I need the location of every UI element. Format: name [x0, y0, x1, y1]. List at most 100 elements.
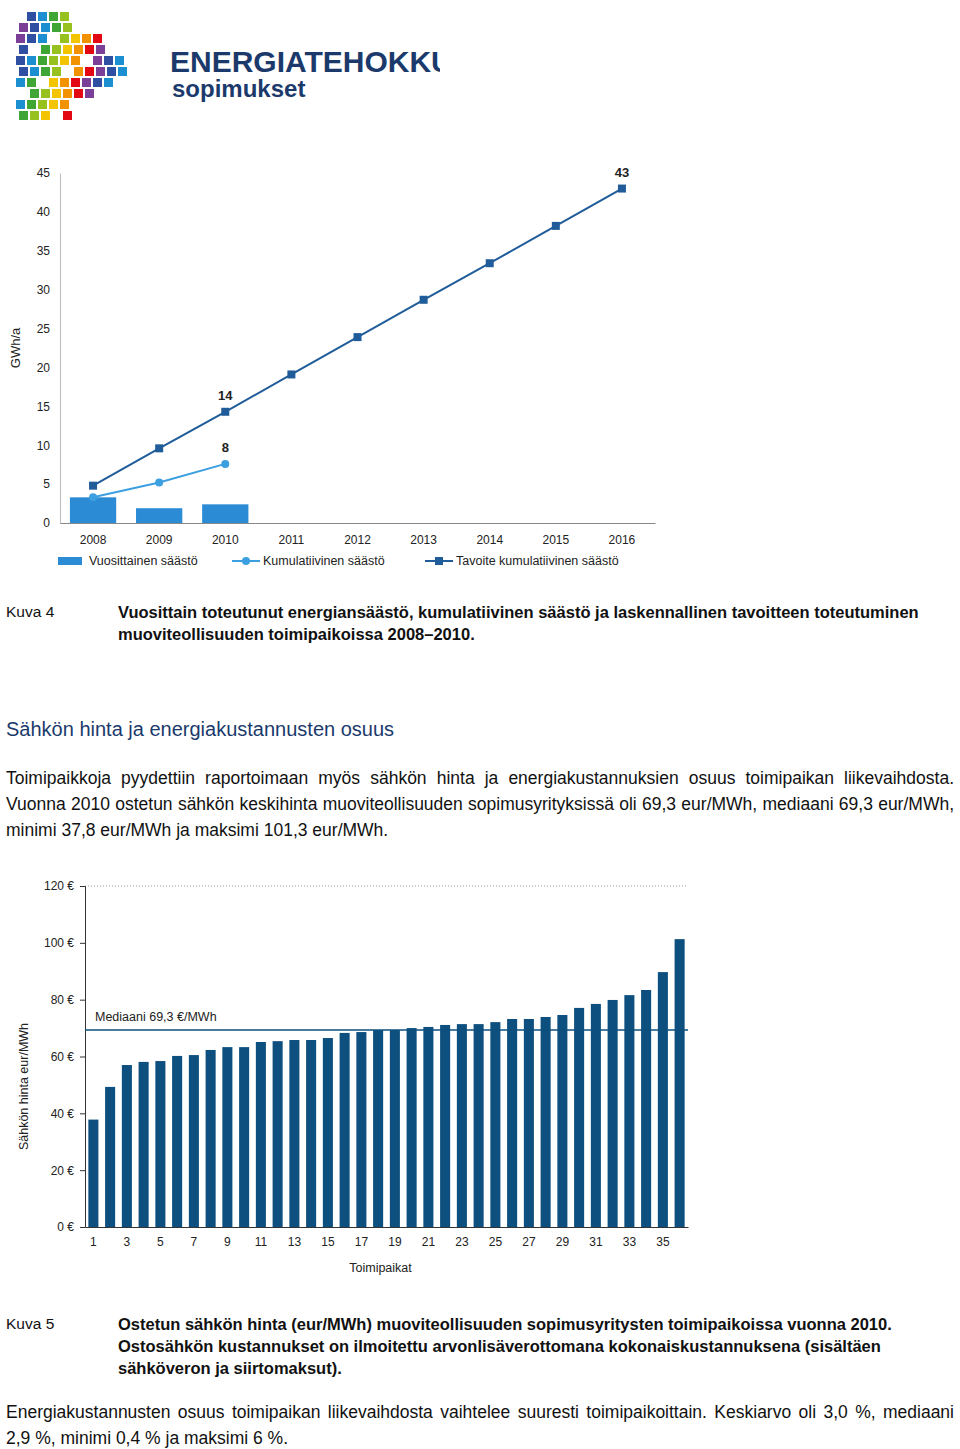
- marker: [221, 460, 229, 468]
- tick-label: 0 €: [57, 1220, 74, 1234]
- axis-line: [61, 523, 656, 524]
- tick-label: 100 €: [44, 936, 74, 950]
- logo-tile: [38, 34, 47, 43]
- legend-swatch: [435, 557, 443, 565]
- bar: [239, 1047, 249, 1227]
- logo-tile: [27, 12, 36, 21]
- caption: Vuosittain toteutunut energiansäästö, ku…: [118, 601, 938, 645]
- tick: 3: [124, 1227, 131, 1249]
- logo-tile: [74, 67, 83, 76]
- tick: 2009: [146, 523, 173, 547]
- logo-tile: [85, 89, 94, 98]
- bar: [407, 1028, 417, 1227]
- bar: [189, 1055, 199, 1227]
- marker: [486, 259, 494, 267]
- paragraph: Toimipaikkoja pyydettiin raportoimaan my…: [6, 765, 954, 843]
- tick-label: 35: [37, 244, 51, 258]
- tick-label: 13: [288, 1235, 302, 1249]
- bar: [474, 1024, 484, 1227]
- marker: [354, 333, 362, 341]
- logo-tile: [93, 34, 102, 43]
- tick-mark: [80, 1057, 85, 1058]
- tick: 9: [224, 1227, 231, 1249]
- annotation: Mediaani 69,3 €/MWh: [95, 1010, 217, 1024]
- tick-label: 2014: [476, 533, 503, 547]
- tick-label: 17: [355, 1235, 369, 1249]
- bar: [155, 1061, 165, 1227]
- bar: [641, 990, 651, 1227]
- logo-tile: [16, 78, 25, 87]
- tick-label: 30: [37, 283, 51, 297]
- chart: 0 €20 €40 €60 €80 €100 €120 €Sähkön hint…: [0, 870, 960, 1290]
- plot-area: [70, 185, 626, 523]
- tick-label: 9: [224, 1235, 231, 1249]
- caption-label: Kuva 5: [6, 1315, 54, 1333]
- logo-tile: [60, 12, 69, 21]
- logo-tile: [19, 67, 28, 76]
- logo-tile: [38, 100, 47, 109]
- logo-tile: [41, 67, 50, 76]
- bar: [574, 1008, 584, 1227]
- bar: [541, 1017, 551, 1227]
- chart: 051015202530354045GWh/a20082009201020112…: [0, 150, 960, 580]
- tick-label: 27: [522, 1235, 536, 1249]
- logo-tile: [30, 111, 39, 120]
- logo-tile: [82, 34, 91, 43]
- logo-tile: [74, 45, 83, 54]
- tick: 2012: [344, 523, 371, 547]
- logo-tile: [27, 56, 36, 65]
- logo-tile: [52, 23, 61, 32]
- legend-label: Tavoite kumulatiivinen säästö: [456, 554, 619, 568]
- legend-item: Vuosittainen säästö: [58, 554, 198, 568]
- tick-label: 2012: [344, 533, 371, 547]
- logo-tile: [16, 56, 25, 65]
- logo: ENERGIATEHOKKUUS-sopimukset: [0, 0, 440, 130]
- tick: 2011: [278, 523, 304, 547]
- median-line: [85, 1029, 688, 1031]
- axis-line: [86, 1227, 689, 1228]
- logo-tile: [49, 78, 58, 87]
- legend-label: Kumulatiivinen säästö: [263, 554, 385, 568]
- bar: [373, 1030, 383, 1227]
- tick: 15: [321, 1227, 335, 1249]
- tick-label: 35: [656, 1235, 670, 1249]
- plot-frame: [85, 886, 688, 887]
- bar: [457, 1024, 467, 1227]
- legend-swatch: [58, 557, 82, 565]
- bar: [88, 1120, 98, 1227]
- logo-tile: [93, 78, 102, 87]
- tick: 17: [355, 1227, 369, 1249]
- plot-area: [85, 939, 688, 1227]
- tick: 35: [37, 244, 60, 258]
- tick: 1: [90, 1227, 97, 1249]
- tick-label: 45: [37, 166, 51, 180]
- marker: [89, 482, 97, 490]
- bar: [390, 1030, 400, 1227]
- legend-item: Tavoite kumulatiivinen säästö: [425, 554, 619, 568]
- tick-mark: [80, 886, 85, 887]
- bar: [206, 1050, 216, 1227]
- tick: 2008: [80, 523, 107, 547]
- tick: 80 €: [51, 993, 85, 1007]
- tick-label: 11: [255, 1235, 268, 1249]
- logo-tile: [41, 111, 50, 120]
- tick-label: 23: [455, 1235, 469, 1249]
- tick: 25: [489, 1227, 503, 1249]
- tick-label: 15: [321, 1235, 335, 1249]
- tick-label: 5: [157, 1235, 164, 1249]
- logo-tile: [93, 56, 102, 65]
- tick-label: 2010: [212, 533, 239, 547]
- axis-line: [80, 887, 86, 1228]
- legend-swatch: [242, 557, 250, 565]
- heading: Sähkön hinta ja energiakustannusten osuu…: [6, 718, 394, 741]
- bar: [139, 1062, 149, 1227]
- logo-tile: [85, 67, 94, 76]
- x-axis: 200820092010201120122013201420152016: [61, 523, 656, 547]
- tick: 15: [37, 400, 60, 414]
- logo-tile: [27, 100, 36, 109]
- tick-label: 2011: [278, 533, 304, 547]
- tick: 2016: [609, 523, 636, 547]
- tick-label: 5: [43, 477, 50, 491]
- tick-label: 40 €: [51, 1107, 75, 1121]
- tick-label: 60 €: [51, 1050, 75, 1064]
